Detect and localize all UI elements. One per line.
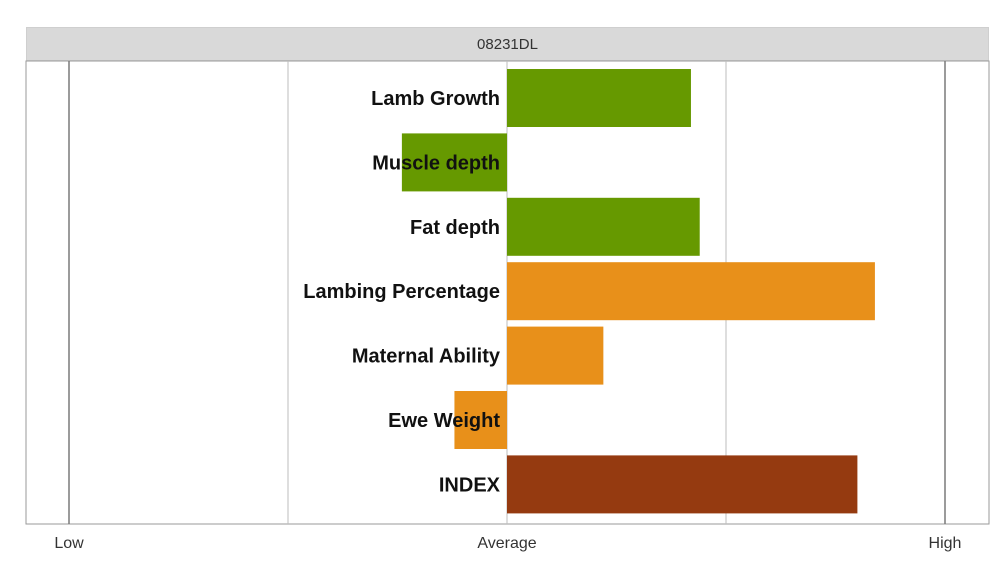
category-label-maternal-ability: Maternal Ability xyxy=(352,346,501,368)
x-tick-label-low: Low xyxy=(54,535,84,552)
bar-muscle-depth xyxy=(401,133,507,192)
bar-fat-depth xyxy=(507,197,700,256)
category-label-index: INDEX xyxy=(439,474,501,496)
bar-ewe-weight xyxy=(454,391,507,449)
bar-lamb-growth xyxy=(507,69,691,127)
bars xyxy=(401,69,875,514)
x-tick-label-average: Average xyxy=(477,535,536,552)
category-label-ewe-weight: Ewe Weight xyxy=(388,410,500,432)
category-label-lamb-growth: Lamb Growth xyxy=(371,88,500,110)
chart-title: 08231DL xyxy=(26,27,989,61)
category-label-fat-depth: Fat depth xyxy=(410,217,500,239)
category-label-lambing-percentage: Lambing Percentage xyxy=(303,281,500,303)
bar-index xyxy=(507,455,858,514)
bar-lambing-percentage xyxy=(507,262,875,321)
x-tick-label-high: High xyxy=(929,535,962,552)
category-labels: Lamb Growth Muscle depth Fat depth Lambing … xyxy=(303,88,501,496)
category-label-muscle-depth: Muscle depth xyxy=(372,152,500,174)
bar-maternal-ability xyxy=(507,326,604,385)
